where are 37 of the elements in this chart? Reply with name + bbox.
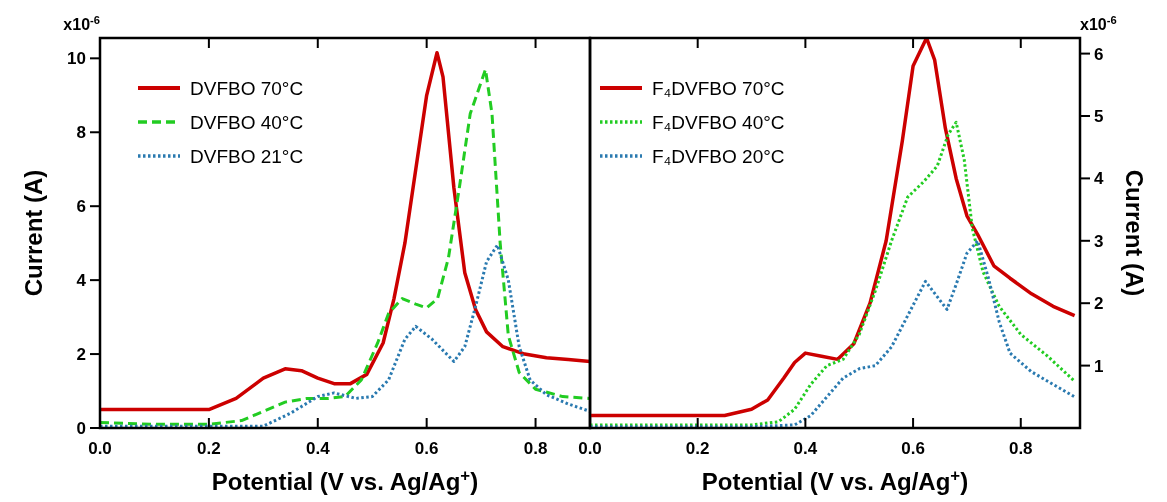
x-tick-label: 0.2: [685, 439, 710, 458]
legend-label: DVFBO 40°C: [190, 112, 304, 133]
y-tick-label: 2: [76, 345, 86, 365]
y2-tick-label: 6: [1094, 44, 1104, 64]
y-tick-label: 10: [67, 49, 86, 69]
x-tick-label: 0.6: [414, 439, 439, 458]
legend-label: DVFBO 21°C: [190, 146, 304, 167]
line-series: [590, 38, 1077, 418]
line-series: [100, 243, 590, 428]
legend-label: DVFBO 70°C: [190, 78, 304, 99]
x-tick-label: 0.8: [523, 439, 548, 458]
y-tick-label: 0: [76, 419, 86, 438]
y2-tick-label: 3: [1094, 231, 1104, 251]
legend-label: F₄DVFBO 70°C: [652, 78, 785, 99]
legend-label: F₄DVFBO 20°C: [652, 146, 785, 167]
x-tick-label: 0.0: [578, 439, 602, 458]
text: x10$^{-6}$: [1080, 14, 1117, 33]
x-tick-label: 0.8: [1008, 439, 1033, 458]
y2-tick-label: 1: [1094, 356, 1104, 376]
line-series: [590, 239, 1077, 428]
x-tick-label: 0.2: [197, 439, 221, 458]
y-tick-label: 4: [76, 271, 87, 291]
y-tick-label: 8: [76, 123, 86, 143]
y2-tick-label: 4: [1094, 169, 1104, 189]
legend-label: F₄DVFBO 40°C: [652, 112, 785, 133]
y2-tick-label: 5: [1094, 107, 1104, 126]
x-axis-title: Potential (V vs. Ag/Ag$^{+}$): [701, 465, 969, 495]
text: x10$^{-6}$: [63, 14, 100, 33]
y2-axis-title: Current (A): [1121, 169, 1148, 297]
x-tick-label: 0.0: [88, 439, 112, 458]
x-tick-label: 0.6: [901, 439, 925, 458]
x-axis-title: Potential (V vs. Ag/Ag$^{+}$): [211, 465, 479, 495]
x-tick-label: 0.4: [793, 439, 818, 458]
y2-tick-label: 2: [1094, 294, 1104, 314]
x-tick-label: 0.4: [305, 439, 331, 458]
y-axis-title: Current (A): [20, 169, 47, 297]
y-tick-label: 6: [76, 197, 86, 217]
